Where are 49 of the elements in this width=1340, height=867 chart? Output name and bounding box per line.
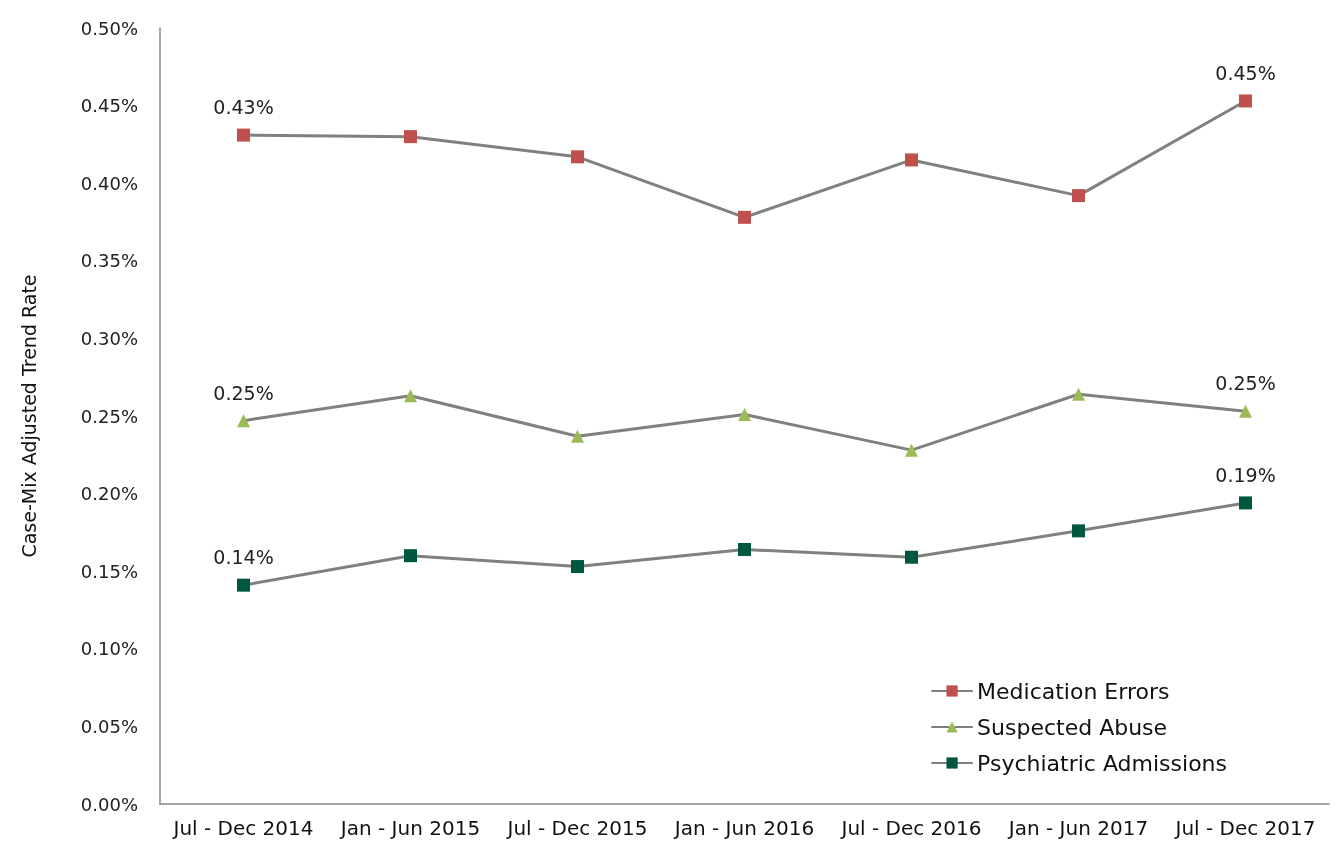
point (1072, 189, 1085, 203)
data-label: 0.25% (213, 381, 274, 404)
y-tick-label: 0.50% (80, 17, 138, 39)
point (905, 443, 918, 457)
x-tick-label: Jul - Dec 2014 (171, 816, 314, 840)
point (738, 542, 751, 556)
legend-label: Medication Errors (977, 678, 1170, 704)
point (404, 130, 417, 144)
y-tick-label: 0.25% (80, 405, 138, 427)
y-tick-label: 0.05% (80, 715, 138, 737)
point (237, 128, 250, 142)
point (1239, 94, 1252, 108)
point (905, 153, 918, 167)
point (237, 414, 250, 428)
data-label: 0.14% (213, 546, 274, 569)
y-tick-label: 0.00% (80, 793, 138, 815)
point (404, 549, 417, 563)
y-tick-label: 0.40% (80, 172, 138, 194)
x-tick-label: Jan - Jun 2017 (1006, 816, 1149, 840)
point (1239, 404, 1252, 418)
legend-label: Psychiatric Admissions (977, 750, 1228, 776)
x-tick-label: Jul - Dec 2017 (1173, 816, 1316, 840)
x-tick-label: Jul - Dec 2016 (839, 816, 982, 840)
point (571, 560, 584, 574)
point (738, 210, 751, 224)
legend-label: Suspected Abuse (977, 714, 1168, 740)
point (571, 150, 584, 164)
data-label: 0.43% (213, 96, 274, 119)
y-tick-label: 0.15% (80, 560, 138, 582)
point (1072, 524, 1085, 538)
data-label: 0.19% (1215, 463, 1276, 486)
point (1239, 496, 1252, 510)
y-axis-title: Case-Mix Adjusted Trend Rate (17, 274, 40, 558)
point (1072, 387, 1085, 401)
y-tick-label: 0.35% (80, 250, 138, 272)
y-tick-label: 0.10% (80, 638, 138, 660)
point (738, 407, 751, 421)
y-tick-label: 0.30% (80, 327, 138, 349)
y-tick-label: 0.20% (80, 483, 138, 505)
x-tick-label: Jul - Dec 2015 (505, 816, 648, 840)
x-tick-label: Jan - Jun 2016 (672, 816, 815, 840)
point (571, 429, 584, 443)
point (237, 578, 250, 592)
point (404, 389, 417, 403)
x-tick-label: Jan - Jun 2015 (338, 816, 481, 840)
y-tick-label: 0.45% (80, 95, 138, 117)
point (905, 550, 918, 564)
data-label: 0.25% (1215, 372, 1276, 395)
data-label: 0.45% (1215, 61, 1276, 84)
